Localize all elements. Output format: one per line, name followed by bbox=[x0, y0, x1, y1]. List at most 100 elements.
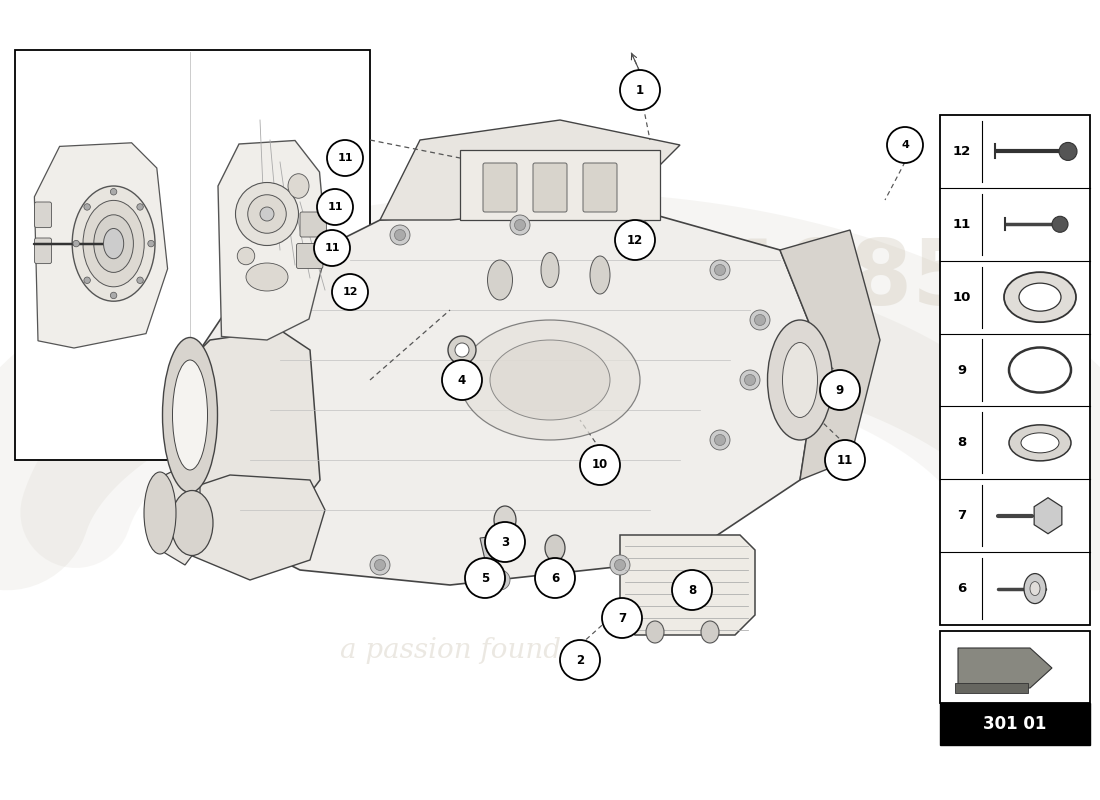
Ellipse shape bbox=[144, 472, 176, 554]
Text: 12: 12 bbox=[342, 287, 358, 297]
Ellipse shape bbox=[246, 263, 288, 291]
FancyBboxPatch shape bbox=[34, 202, 52, 227]
Text: 301 01: 301 01 bbox=[983, 715, 1047, 733]
FancyBboxPatch shape bbox=[940, 631, 1090, 703]
Ellipse shape bbox=[238, 247, 255, 265]
Circle shape bbox=[620, 70, 660, 110]
FancyBboxPatch shape bbox=[15, 50, 370, 460]
Circle shape bbox=[395, 230, 406, 241]
Circle shape bbox=[515, 219, 526, 230]
Circle shape bbox=[110, 292, 117, 298]
FancyBboxPatch shape bbox=[297, 243, 323, 269]
Circle shape bbox=[745, 374, 756, 386]
Circle shape bbox=[615, 559, 626, 570]
Ellipse shape bbox=[701, 621, 719, 643]
Circle shape bbox=[887, 127, 923, 163]
Ellipse shape bbox=[288, 174, 309, 198]
FancyBboxPatch shape bbox=[300, 212, 327, 237]
Text: 9: 9 bbox=[836, 383, 844, 397]
Circle shape bbox=[710, 430, 730, 450]
Text: 7: 7 bbox=[957, 510, 967, 522]
Circle shape bbox=[374, 559, 385, 570]
Ellipse shape bbox=[768, 320, 833, 440]
Circle shape bbox=[485, 522, 525, 562]
Polygon shape bbox=[460, 150, 660, 220]
Text: 12: 12 bbox=[627, 234, 644, 246]
Ellipse shape bbox=[82, 200, 144, 287]
Text: 11: 11 bbox=[338, 153, 353, 163]
Circle shape bbox=[84, 204, 90, 210]
Circle shape bbox=[1059, 142, 1077, 161]
Ellipse shape bbox=[94, 215, 133, 272]
Ellipse shape bbox=[782, 342, 817, 418]
Polygon shape bbox=[480, 535, 510, 560]
Ellipse shape bbox=[170, 490, 213, 555]
Circle shape bbox=[510, 215, 530, 235]
Circle shape bbox=[825, 440, 865, 480]
Ellipse shape bbox=[1019, 283, 1062, 311]
Ellipse shape bbox=[103, 229, 123, 258]
Text: 8: 8 bbox=[957, 436, 967, 450]
Text: 6: 6 bbox=[551, 571, 559, 585]
Ellipse shape bbox=[1024, 574, 1046, 603]
Text: 11: 11 bbox=[328, 202, 343, 212]
Circle shape bbox=[465, 558, 505, 598]
FancyBboxPatch shape bbox=[534, 163, 566, 212]
FancyBboxPatch shape bbox=[940, 115, 1090, 625]
Circle shape bbox=[1052, 216, 1068, 232]
Text: 10: 10 bbox=[592, 458, 608, 471]
Text: a passion found: a passion found bbox=[340, 637, 561, 663]
Ellipse shape bbox=[173, 360, 208, 470]
Polygon shape bbox=[780, 230, 880, 480]
Circle shape bbox=[560, 640, 600, 680]
Text: 5: 5 bbox=[481, 571, 490, 585]
Circle shape bbox=[535, 558, 575, 598]
Text: 10: 10 bbox=[953, 290, 971, 304]
Text: 9: 9 bbox=[957, 363, 967, 377]
Polygon shape bbox=[180, 205, 819, 585]
FancyBboxPatch shape bbox=[34, 238, 52, 264]
FancyBboxPatch shape bbox=[483, 163, 517, 212]
Circle shape bbox=[314, 230, 350, 266]
Circle shape bbox=[448, 336, 476, 364]
Circle shape bbox=[610, 555, 630, 575]
Ellipse shape bbox=[494, 506, 516, 534]
Circle shape bbox=[635, 225, 646, 235]
Polygon shape bbox=[34, 143, 167, 348]
Polygon shape bbox=[1034, 498, 1062, 534]
Ellipse shape bbox=[1009, 347, 1071, 393]
Circle shape bbox=[442, 360, 482, 400]
Polygon shape bbox=[958, 648, 1052, 688]
Ellipse shape bbox=[260, 207, 274, 221]
Circle shape bbox=[602, 598, 642, 638]
Ellipse shape bbox=[646, 621, 664, 643]
Circle shape bbox=[455, 343, 469, 357]
Text: 1985: 1985 bbox=[725, 236, 976, 324]
Ellipse shape bbox=[460, 320, 640, 440]
Text: 12: 12 bbox=[953, 145, 971, 158]
FancyBboxPatch shape bbox=[583, 163, 617, 212]
Text: 11: 11 bbox=[324, 243, 340, 253]
Circle shape bbox=[327, 140, 363, 176]
Text: 8: 8 bbox=[688, 583, 696, 597]
Text: 4: 4 bbox=[901, 140, 909, 150]
Text: 3: 3 bbox=[500, 535, 509, 549]
Text: 7: 7 bbox=[618, 611, 626, 625]
Circle shape bbox=[750, 310, 770, 330]
Ellipse shape bbox=[544, 535, 565, 561]
Circle shape bbox=[317, 189, 353, 225]
Circle shape bbox=[84, 277, 90, 283]
Ellipse shape bbox=[1030, 582, 1040, 595]
Circle shape bbox=[73, 240, 79, 247]
Ellipse shape bbox=[1004, 272, 1076, 322]
Text: 2: 2 bbox=[576, 654, 584, 666]
Text: eu: eu bbox=[72, 303, 289, 457]
Circle shape bbox=[490, 570, 510, 590]
Ellipse shape bbox=[248, 194, 286, 234]
Polygon shape bbox=[218, 141, 327, 340]
Polygon shape bbox=[620, 535, 755, 635]
Circle shape bbox=[672, 570, 712, 610]
Polygon shape bbox=[155, 465, 200, 565]
Circle shape bbox=[820, 370, 860, 410]
Text: ces: ces bbox=[406, 303, 694, 457]
